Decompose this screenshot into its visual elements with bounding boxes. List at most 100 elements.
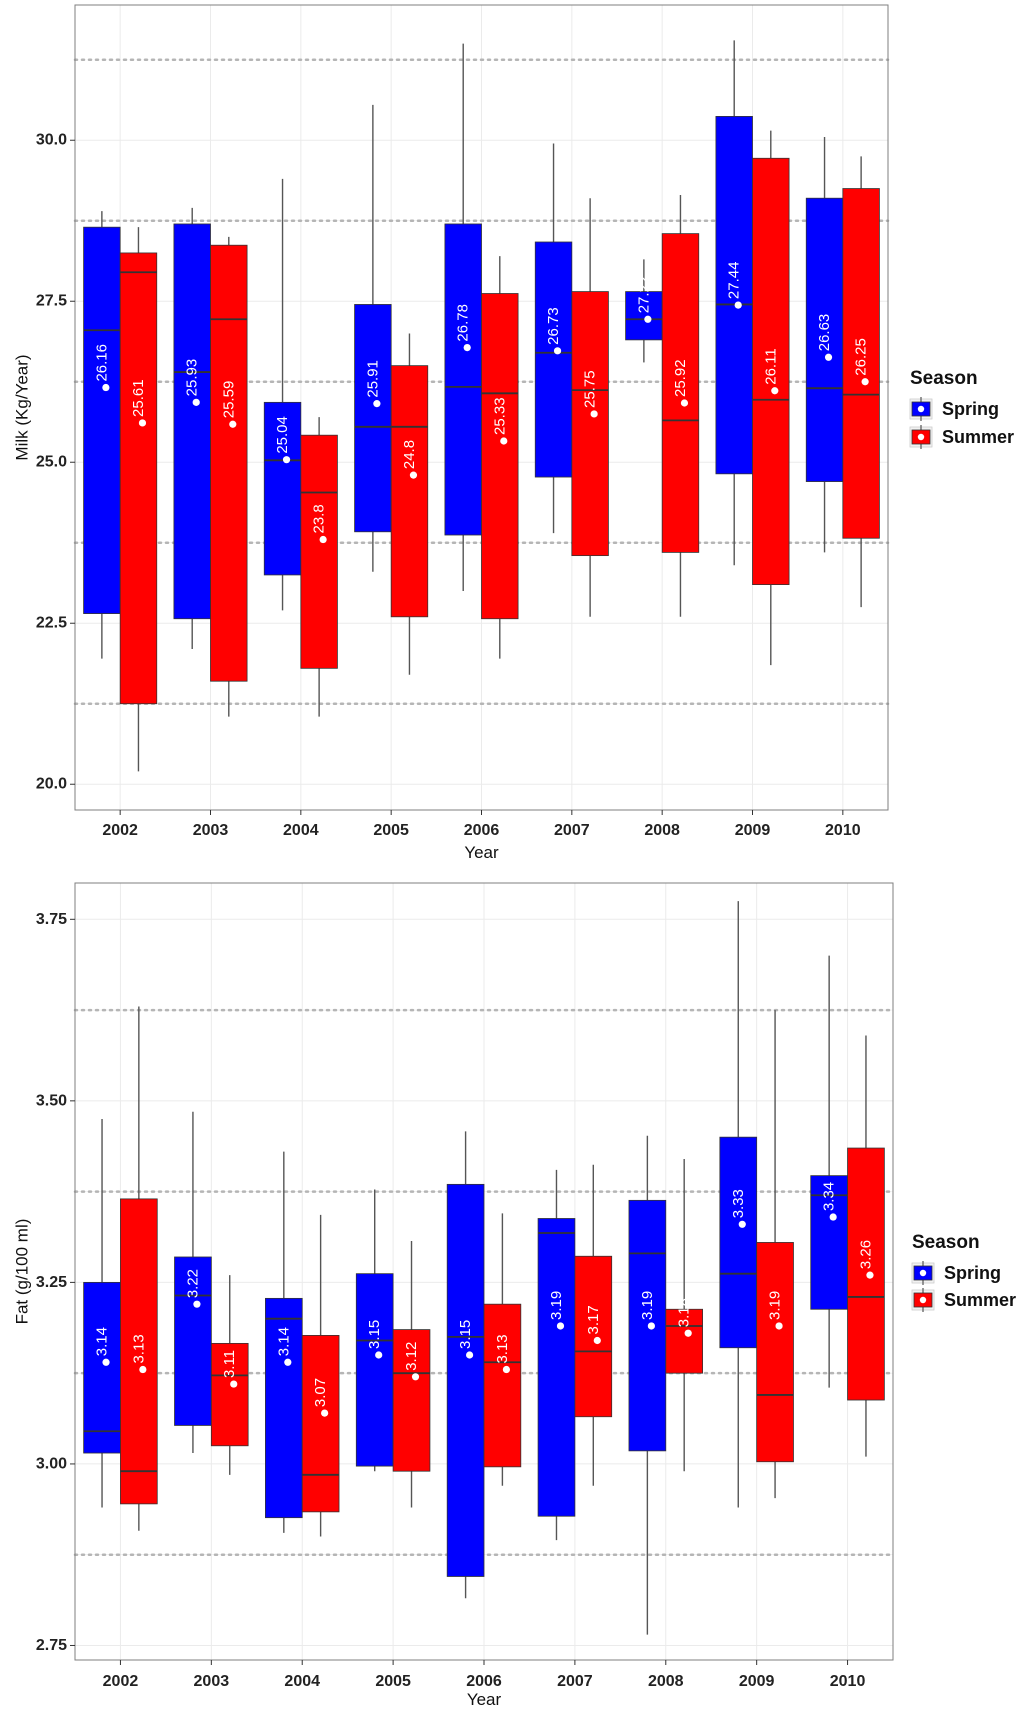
x-tick-label: 2009	[739, 1673, 775, 1690]
mean-point	[644, 315, 652, 323]
box-body	[354, 304, 392, 533]
box-body	[444, 223, 482, 536]
mean-label: 3.13	[130, 1334, 147, 1363]
mean-label: 25.91	[364, 360, 381, 398]
x-tick-label: 2002	[102, 822, 138, 839]
x-axis-title: Year	[464, 843, 499, 862]
mean-label: 23.8	[311, 504, 328, 533]
x-tick-label: 2006	[464, 822, 500, 839]
mean-label: 26.73	[545, 307, 562, 345]
x-tick-label: 2004	[284, 1673, 320, 1690]
legend-key-summer	[909, 425, 933, 449]
box-body	[300, 434, 338, 669]
mean-point	[102, 383, 110, 392]
legend-key-spring	[911, 1261, 935, 1285]
box-body	[665, 1308, 703, 1374]
mean-label: 26.63	[816, 314, 833, 352]
legend: Season Spring Summer	[909, 368, 1014, 449]
box-spring-2004: 3.14	[265, 1151, 303, 1533]
box-body	[174, 1256, 212, 1426]
mean-point	[465, 1351, 474, 1359]
x-axis-title: Year	[467, 1690, 502, 1708]
legend-key-mean	[919, 1296, 927, 1304]
box-spring-2007: 26.73	[534, 143, 573, 534]
mean-point	[373, 400, 381, 408]
mean-label: 25.04	[274, 416, 291, 454]
mean-point	[593, 1336, 601, 1345]
box-body	[301, 1335, 340, 1513]
mean-label: 26.11	[762, 348, 779, 384]
mean-label: 3.13	[494, 1334, 511, 1363]
milk-boxplot-panel: 26.16 25.93 25.04 25.91 26.78 26.73 27.22 27.44…	[13, 4, 1014, 862]
mean-label: 3.15	[366, 1320, 383, 1349]
x-tick-label: 2005	[373, 822, 409, 839]
mean-point	[229, 420, 237, 428]
mean-label: 3.14	[94, 1327, 111, 1356]
mean-point	[409, 471, 418, 479]
box-spring-2009: 3.33	[719, 901, 758, 1508]
box-body	[719, 1136, 758, 1349]
mean-point	[102, 1358, 110, 1366]
box-body	[574, 1255, 613, 1418]
y-tick-label: 3.25	[36, 1274, 67, 1291]
mean-label: 25.75	[582, 370, 599, 408]
legend-label-summer: Summer	[944, 1290, 1016, 1310]
mean-label: 3.14	[275, 1327, 292, 1356]
mean-point	[738, 1220, 746, 1228]
box-body	[661, 233, 700, 553]
mean-label: 3.07	[312, 1378, 329, 1407]
box-spring-2008: 3.19	[628, 1135, 667, 1635]
mean-point	[556, 1322, 565, 1330]
mean-label: 24.8	[401, 440, 418, 469]
y-tick-label: 3.50	[36, 1092, 67, 1109]
mean-point	[647, 1322, 655, 1330]
box-spring-2006: 3.15	[446, 1131, 485, 1599]
mean-label: 25.33	[491, 397, 508, 435]
box-summer-2002: 3.13	[120, 1006, 158, 1531]
mean-point	[138, 419, 147, 427]
box-body	[625, 291, 663, 341]
box-summer-2005: 3.12	[392, 1241, 431, 1508]
mean-label: 3.18	[676, 1298, 693, 1327]
legend-key-spring	[909, 397, 933, 421]
mean-point	[553, 347, 562, 355]
box-summer-2009: 26.11	[752, 130, 790, 666]
mean-label: 3.19	[767, 1291, 784, 1320]
y-tick-label: 25.0	[36, 454, 67, 471]
legend-key-mean	[917, 433, 925, 441]
box-body	[537, 1218, 576, 1517]
box-body	[263, 401, 302, 576]
mean-point	[319, 535, 327, 544]
legend-label-spring: Spring	[944, 1263, 1001, 1283]
y-axis-title: Fat (g/100 ml)	[13, 1219, 32, 1325]
mean-label: 3.12	[403, 1342, 420, 1371]
box-body	[847, 1147, 885, 1401]
box-summer-2010: 3.26	[847, 1035, 885, 1457]
box-spring-2008: 27.22	[625, 259, 663, 363]
mean-point	[193, 1300, 201, 1308]
box-summer-2008: 25.92	[661, 194, 700, 617]
x-tick-label: 2004	[283, 822, 319, 839]
x-tick-label: 2010	[830, 1673, 866, 1690]
legend-title: Season	[912, 1232, 980, 1253]
legend-label-summer: Summer	[942, 427, 1014, 447]
mean-point	[861, 378, 869, 386]
mean-label: 25.93	[184, 359, 201, 397]
mean-label: 25.61	[130, 379, 147, 417]
box-summer-2007: 25.75	[571, 198, 609, 617]
x-tick-label: 2003	[194, 1673, 230, 1690]
box-body	[483, 1303, 522, 1468]
y-axis-title: Milk (Kg/Year)	[13, 354, 32, 460]
mean-point	[824, 353, 833, 361]
box-summer-2004: 3.07	[301, 1214, 340, 1537]
x-tick-label: 2007	[554, 822, 590, 839]
y-tick-label: 3.75	[36, 911, 67, 928]
mean-point	[321, 1409, 329, 1417]
x-tick-label: 2002	[103, 1673, 139, 1690]
box-spring-2010: 26.63	[805, 137, 844, 553]
x-tick-label: 2009	[735, 822, 771, 839]
y-tick-label: 20.0	[36, 776, 67, 793]
box-spring-2002: 26.16	[83, 211, 121, 659]
box-body	[571, 291, 609, 557]
